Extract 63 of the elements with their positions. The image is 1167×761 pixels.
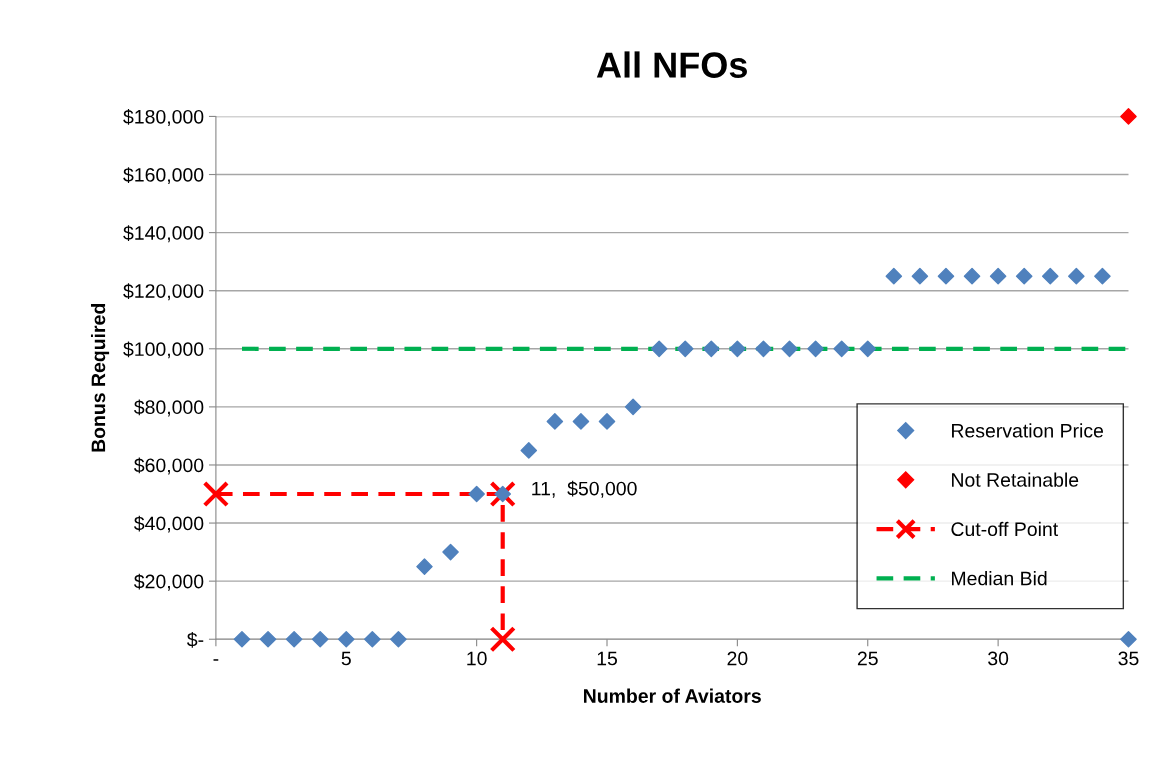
point [911,267,929,285]
point [520,442,538,459]
point [364,630,381,648]
point [1041,267,1059,285]
legend-label: Median Bid [952,571,1047,586]
point [624,398,642,416]
y-axis-title: Bonus Required [90,304,110,452]
point [703,340,720,358]
point [937,267,955,285]
y-tick-label: $60,000 [134,457,204,475]
point [598,413,616,430]
point [259,630,277,648]
y-tick-label: $120,000 [123,283,204,301]
point [489,626,516,653]
point [311,630,329,648]
point [1120,630,1137,648]
annotation: 11, $50,000 [532,480,637,498]
point [755,340,772,358]
y-tick-label: $160,000 [123,167,204,185]
point [233,630,251,648]
x-tick-label: 10 [467,651,487,666]
x-axis-title: Number of Aviators [584,688,761,703]
x-tick-label: 25 [857,651,878,666]
point [1120,108,1137,125]
point [989,267,1007,285]
point [1068,267,1085,285]
point [337,630,355,648]
y-tick-label: $20,000 [134,573,204,591]
point [676,340,694,358]
point [416,558,433,575]
x-tick-label: 15 [597,651,618,666]
point [833,340,850,358]
point [650,340,668,358]
point [442,543,459,561]
y-tick-label: $40,000 [134,515,204,533]
x-tick-label: 20 [727,651,748,666]
x-tick-label: - [213,659,219,661]
y-tick-label: $140,000 [123,225,204,243]
chart-title: All NFOs [596,51,747,78]
x-tick-label: 5 [341,651,351,666]
point [572,413,590,430]
x-tick-label: 35 [1118,651,1139,666]
point [885,267,903,285]
point [202,480,230,508]
point [285,630,303,648]
point [859,340,877,358]
point [468,485,485,503]
point [546,413,564,430]
point [781,340,798,358]
y-tick-label: $80,000 [134,399,204,417]
y-tick-label: $100,000 [123,341,204,359]
legend-label: Reservation Price [952,423,1104,438]
legend-label: Cut-off Point [951,521,1059,537]
point [390,630,407,648]
y-tick-label: $- [187,631,204,648]
point [729,340,746,358]
point [1094,267,1111,285]
y-tick-label: $180,000 [123,109,204,126]
point [963,267,981,285]
point [807,340,824,358]
point [1015,267,1033,285]
legend-label: Not Retainable [952,472,1079,487]
x-tick-label: 30 [988,651,1009,666]
